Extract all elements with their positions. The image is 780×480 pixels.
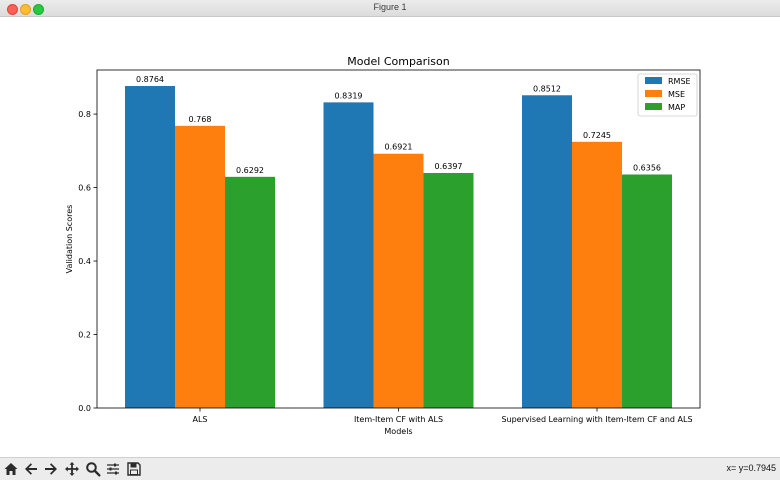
data-label: 0.8319 [335, 91, 363, 100]
data-label: 0.8512 [533, 84, 561, 93]
x-tick-label: Item-Item CF with ALS [354, 415, 443, 424]
data-label: 0.6397 [435, 162, 463, 171]
bar-mse [175, 125, 225, 408]
zoom-icon[interactable] [84, 460, 102, 478]
axes-frame [96, 69, 701, 409]
back-arrow-icon[interactable] [22, 460, 40, 478]
chart-title: Model Comparison [347, 55, 449, 68]
forward-arrow-icon[interactable] [42, 460, 60, 478]
legend-swatch-mse [645, 90, 662, 97]
bar-rmse [125, 86, 175, 409]
data-label: 0.7245 [583, 131, 611, 140]
data-label: 0.768 [189, 115, 212, 124]
x-tick-label: Supervised Learning with Item-Item CF an… [501, 415, 692, 424]
bar-map [225, 176, 275, 408]
window-titlebar: Figure 1 [0, 0, 780, 17]
home-icon[interactable] [2, 460, 20, 478]
x-tick-label: ALS [192, 415, 207, 424]
legend-label-mse: MSE [668, 90, 685, 99]
legend-label-map: MAP [668, 103, 685, 112]
bar-rmse [522, 95, 572, 408]
navigation-toolbar: x= y=0.7945 [0, 457, 780, 480]
bar-map [622, 174, 672, 408]
zoom-window-button[interactable] [33, 4, 44, 15]
save-icon[interactable] [125, 460, 143, 478]
data-label: 0.6356 [633, 163, 661, 172]
legend-label-rmse: RMSE [668, 77, 691, 86]
legend: RMSE MSE MAP [637, 73, 698, 117]
x-axis-label: Models [384, 427, 412, 436]
data-label: 0.6921 [385, 143, 413, 152]
data-label: 0.8764 [136, 75, 164, 84]
cursor-coordinates: x= y=0.7945 [726, 463, 776, 473]
window-title: Figure 1 [373, 2, 407, 12]
y-tick-label: 0.4 [78, 257, 91, 266]
configure-subplots-icon[interactable] [104, 460, 122, 478]
legend-swatch-map [645, 103, 662, 110]
plot-area: 0.0 0.2 0.4 0.6 0.8 0.8764 0.768 0.6292 ALS 0.831… [78, 75, 692, 424]
figure-canvas: Model Comparison 0.00.20.40.60.80.87640.… [0, 17, 780, 457]
bar-mse [572, 141, 622, 408]
bar-map [423, 172, 474, 408]
legend-swatch-rmse [645, 77, 662, 84]
bar-mse [373, 153, 424, 408]
y-tick-label: 0.8 [78, 110, 91, 119]
bar-rmse [323, 102, 374, 408]
y-tick-label: 0.2 [78, 331, 91, 340]
pan-icon[interactable] [63, 460, 81, 478]
data-label: 0.6292 [236, 166, 264, 175]
minimize-window-button[interactable] [20, 4, 31, 15]
y-tick-label: 0.0 [78, 404, 91, 413]
close-window-button[interactable] [7, 4, 18, 15]
y-axis-label: Validation Scores [65, 205, 74, 274]
y-tick-label: 0.6 [78, 184, 91, 193]
